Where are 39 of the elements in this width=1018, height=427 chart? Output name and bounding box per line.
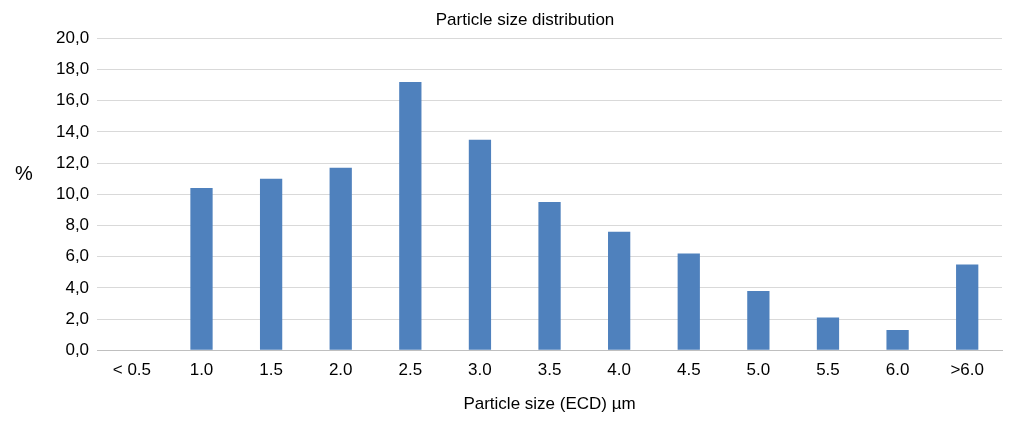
x-tick-label: 3.0 xyxy=(468,360,492,380)
x-tick-label: 2.5 xyxy=(398,360,423,380)
y-tick-label: 8,0 xyxy=(65,215,90,235)
x-tick-label: < 0.5 xyxy=(112,360,152,380)
bar xyxy=(886,329,909,350)
bar xyxy=(816,317,840,350)
y-tick-label: 0,0 xyxy=(65,339,90,359)
x-tick-label: 6.0 xyxy=(885,360,910,380)
bar xyxy=(677,253,700,350)
x-tick-label: >6.0 xyxy=(950,360,984,380)
x-tick-label: 1.5 xyxy=(259,360,283,380)
x-axis-title: Particle size (ECD) µm xyxy=(463,394,636,414)
bar xyxy=(538,202,561,350)
y-tick-label: 18,0 xyxy=(55,59,90,79)
x-tick-label: 4.5 xyxy=(676,360,701,380)
bar xyxy=(259,178,283,350)
x-tick-label: 4.0 xyxy=(607,360,631,380)
bar xyxy=(399,82,422,350)
x-tick-label: 1.0 xyxy=(189,360,214,380)
bar xyxy=(747,290,770,350)
y-tick-label: 4,0 xyxy=(65,277,90,297)
y-tick-label: 10,0 xyxy=(55,183,90,203)
y-tick-label: 20,0 xyxy=(55,28,90,48)
y-tick-label: 2,0 xyxy=(65,308,90,328)
chart-title: Particle size distribution xyxy=(435,9,615,29)
x-tick-label: 5.5 xyxy=(816,360,840,380)
bar xyxy=(956,264,979,350)
y-axis-title: % xyxy=(15,161,34,184)
bar xyxy=(329,167,352,350)
y-tick-label: 14,0 xyxy=(55,121,90,141)
x-tick-label: 5.0 xyxy=(746,360,771,380)
y-tick-label: 12,0 xyxy=(55,152,90,172)
bar xyxy=(190,188,213,350)
y-tick-label: 16,0 xyxy=(55,90,90,110)
bar xyxy=(468,139,492,350)
bar xyxy=(608,231,631,350)
x-tick-label: 2.0 xyxy=(328,360,353,380)
y-tick-label: 6,0 xyxy=(65,246,90,266)
x-tick-label: 3.5 xyxy=(537,360,562,380)
